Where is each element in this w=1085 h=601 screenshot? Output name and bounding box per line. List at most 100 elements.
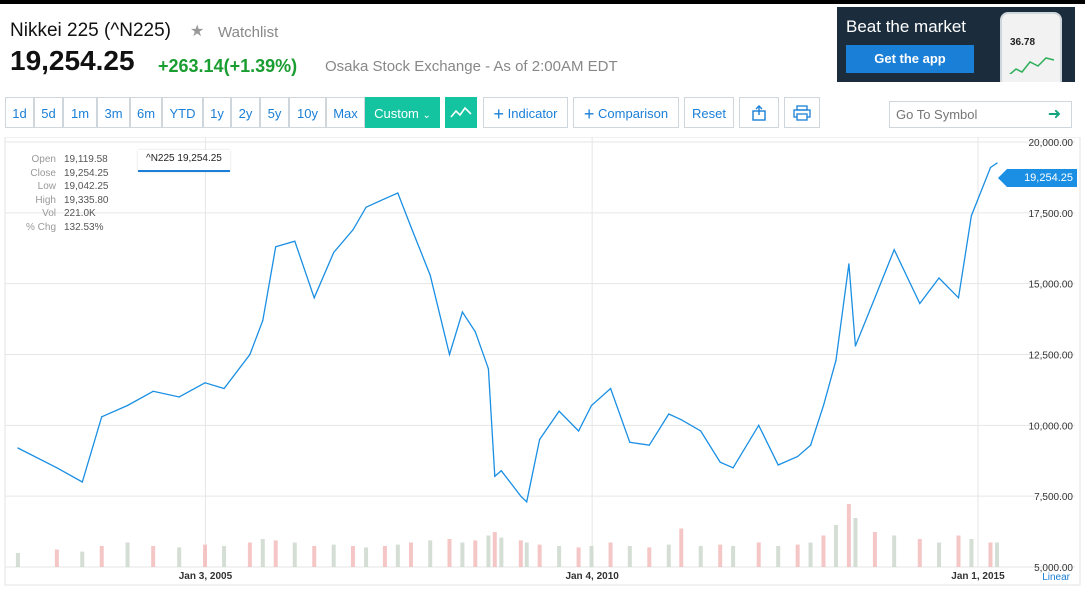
last-price-tag: 19,254.25 — [998, 169, 1077, 187]
volume-bar — [203, 544, 208, 567]
chart-type-button[interactable] — [445, 97, 477, 128]
price-point — [410, 226, 412, 228]
price-point — [313, 297, 315, 299]
quote-label: Close — [30, 167, 56, 179]
custom-range-button[interactable]: Custom ⌄ — [365, 97, 440, 128]
volume-bar — [499, 537, 504, 567]
range-button-1m[interactable]: 1m — [63, 97, 97, 128]
price-point — [539, 438, 541, 441]
range-button-5d[interactable]: 5d — [34, 97, 63, 128]
plus-icon: + — [493, 104, 504, 124]
ad-title: Beat the market — [846, 17, 967, 36]
price-point — [835, 359, 837, 361]
volume-bar — [54, 549, 59, 567]
price-point — [680, 419, 682, 421]
symbol-input[interactable] — [890, 102, 1042, 127]
price-point — [152, 390, 154, 392]
volume-bar — [80, 551, 85, 567]
watchlist-link[interactable]: Watchlist — [218, 24, 279, 41]
current-price: 19,254.25 — [10, 45, 135, 76]
price-point — [520, 495, 522, 497]
price-point — [874, 297, 876, 299]
range-button-1y[interactable]: 1y — [203, 97, 231, 128]
phone-image: 36.78 — [1000, 12, 1062, 82]
share-button[interactable] — [739, 97, 779, 128]
volume-bar — [524, 542, 529, 567]
volume-bar — [956, 535, 961, 567]
quote-label: High — [35, 194, 56, 206]
price-point — [996, 162, 998, 164]
range-button-3m[interactable]: 3m — [97, 97, 130, 128]
price-point — [938, 277, 940, 279]
volume-bar — [15, 553, 20, 567]
quote-row: High 19,335.80 — [18, 194, 108, 208]
comparison-button[interactable]: + Comparison — [573, 97, 679, 128]
range-button-ytd[interactable]: YTD — [162, 97, 203, 128]
price-chart[interactable]: 20,000.00 17,500.00 15,000.00 12,500.00 10,0… — [0, 137, 1085, 601]
price-point — [429, 274, 431, 276]
price-point — [487, 368, 490, 370]
price-point — [777, 464, 779, 466]
range-button-1d[interactable]: 1d — [5, 97, 34, 128]
volume-bar — [795, 544, 800, 567]
range-button-max[interactable]: Max — [326, 97, 365, 128]
star-icon[interactable]: ★ — [190, 23, 205, 40]
price-point — [809, 444, 812, 446]
price-point — [178, 396, 180, 398]
app-ad-banner[interactable]: Beat the market Get the app 36.78 — [837, 7, 1075, 82]
x-tick-label: Jan 1, 2015 — [951, 571, 1005, 582]
volume-bar — [395, 544, 400, 567]
phone-value: 36.78 — [1010, 37, 1036, 48]
chevron-down-icon: ⌄ — [422, 110, 431, 121]
quote-label: % Chg — [25, 221, 56, 233]
volume-bar — [698, 546, 703, 567]
volume-bar — [969, 539, 974, 567]
volume-bar — [647, 547, 652, 567]
line-chart-icon — [450, 106, 472, 118]
print-icon — [793, 105, 811, 121]
range-button-2y[interactable]: 2y — [231, 97, 260, 128]
price-point — [558, 410, 560, 412]
price-point — [919, 302, 921, 305]
get-app-button[interactable]: Get the app — [846, 45, 974, 73]
volume-bar — [756, 542, 761, 567]
volume-bar — [99, 546, 104, 567]
range-button-6m[interactable]: 6m — [130, 97, 162, 128]
price-point — [629, 441, 631, 443]
range-button-10y[interactable]: 10y — [289, 97, 326, 128]
custom-label: Custom — [374, 106, 419, 121]
y-tick-label: 7,500.00 — [1034, 492, 1073, 503]
page-title: Nikkei 225 (^N225) — [10, 20, 171, 41]
go-arrow-button[interactable]: ➜ — [1038, 101, 1072, 128]
indicator-button[interactable]: + Indicator — [483, 97, 568, 128]
volume-bar — [492, 532, 497, 567]
price-point — [397, 192, 399, 194]
symbol-search-field[interactable] — [889, 101, 1042, 128]
volume-bar — [382, 546, 387, 567]
price-point — [204, 382, 206, 384]
volume-bar — [557, 546, 562, 567]
volume-bar — [833, 525, 838, 567]
price-point — [590, 404, 593, 407]
range-button-5y[interactable]: 5y — [260, 97, 289, 128]
price-point — [609, 387, 612, 390]
y-tick-label: 20,000.00 — [1029, 138, 1074, 149]
price-point — [333, 251, 335, 254]
volume-bar — [350, 546, 355, 567]
volume-bar — [892, 535, 897, 567]
volume-bar — [846, 504, 851, 567]
y-tick-label: 10,000.00 — [1029, 421, 1074, 432]
volume-bar — [776, 546, 781, 567]
print-button[interactable] — [784, 97, 820, 128]
volume-bar — [589, 546, 594, 567]
volume-bar — [995, 542, 1000, 567]
arrow-right-icon: ➜ — [1047, 106, 1062, 123]
price-point — [101, 416, 103, 418]
volume-bar — [576, 547, 581, 567]
volume-bar — [518, 540, 523, 567]
price-point — [577, 430, 580, 432]
quote-value: 19,042.25 — [64, 181, 109, 192]
volume-bar — [408, 542, 413, 567]
quote-info: Open 19,119.58 Close 19,254.25 Low 19,042.25 H… — [18, 153, 109, 234]
reset-button[interactable]: Reset — [684, 97, 734, 128]
